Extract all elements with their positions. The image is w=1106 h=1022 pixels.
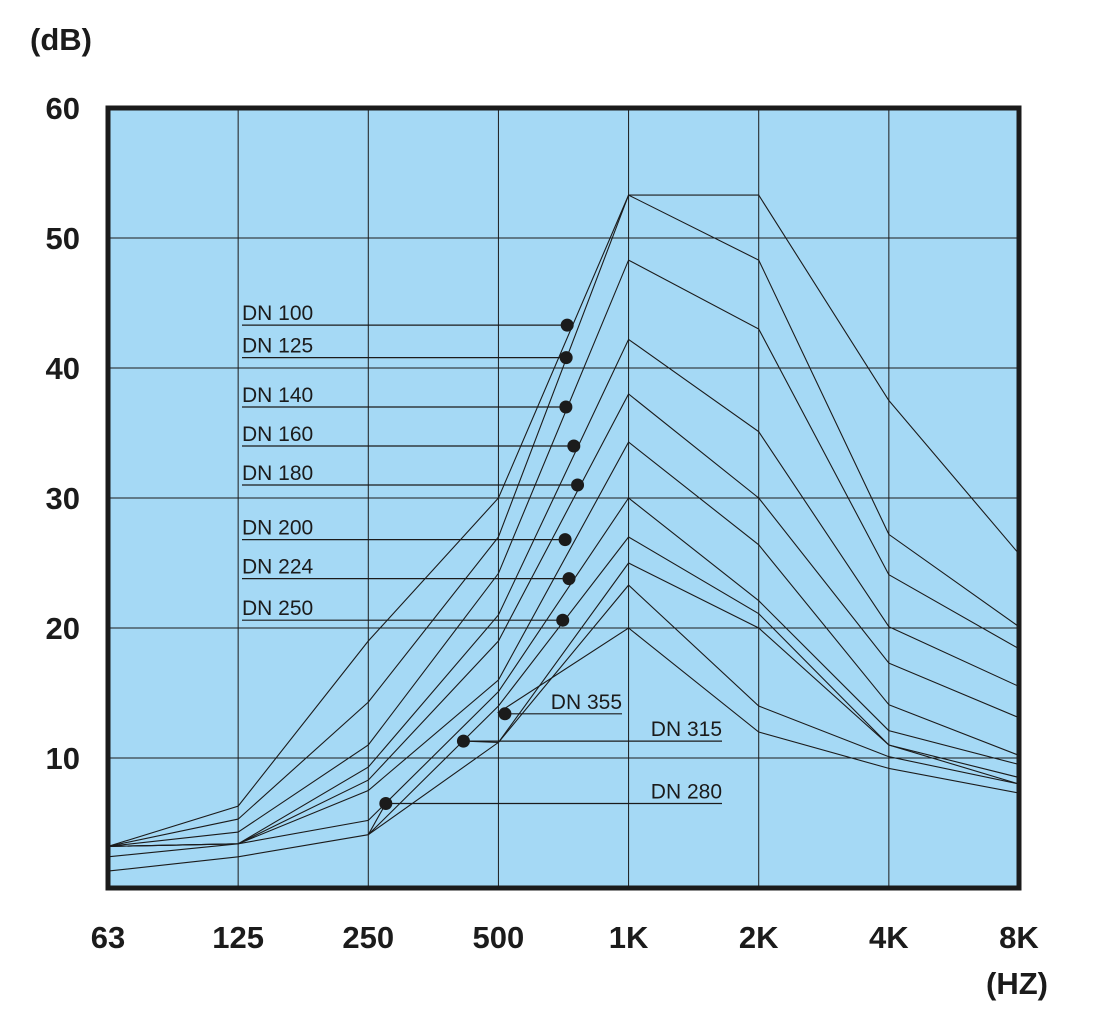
x-tick-label: 8K [999,920,1039,955]
series-labels: DN 100 DN 125 DN 140 DN 160 DN 180 DN 200 DN 2… [242,302,722,803]
series-line [107,497,1020,858]
series-marker [567,439,581,453]
y-tick-label: 40 [46,351,80,386]
series-line [107,393,1020,847]
series-line [107,194,1020,847]
x-tick-label: 500 [473,920,525,955]
y-tick-labels: 60 50 40 30 20 10 [46,91,80,776]
series-marker [556,613,570,627]
x-tick-label: 250 [342,920,394,955]
series-markers [379,318,585,810]
x-tick-labels: 63 125 250 500 1K 2K 4K 8K [91,920,1040,955]
series-label: DN 100 [242,302,313,325]
y-tick-label: 50 [46,221,80,256]
y-tick-label: 30 [46,481,80,516]
series-marker [562,572,576,586]
y-tick-label: 60 [46,91,80,126]
x-tick-label: 4K [869,920,909,955]
series-label: DN 315 [651,718,722,741]
series-marker [379,797,393,810]
series-marker [560,318,574,332]
series-label: DN 160 [242,423,313,446]
plot-frame [105,105,1022,891]
series-leaders [242,324,722,805]
series-marker [498,707,512,721]
y-unit-label: (dB) [30,22,92,57]
series-label: DN 280 [651,781,722,804]
series-line [107,194,1020,847]
series-line [107,259,1020,847]
series-label: DN 355 [551,691,622,714]
series-marker [559,351,573,365]
x-tick-label: 1K [609,920,649,955]
series-line [463,584,1020,785]
series-label: DN 180 [242,462,313,485]
series-line [107,441,1020,847]
series-line [107,338,1020,847]
series-label: DN 140 [242,384,313,407]
series-marker [559,400,573,414]
x-tick-label: 125 [212,920,264,955]
series-label: DN 200 [242,517,313,540]
series-label: DN 125 [242,335,313,358]
y-tick-label: 10 [46,741,80,776]
x-tick-label: 63 [91,920,125,955]
series-marker [571,478,585,492]
series-marker [558,533,572,547]
x-unit-label: (HZ) [986,966,1048,1001]
series-marker [456,734,470,748]
y-tick-label: 20 [46,611,80,646]
series-label: DN 224 [242,556,314,579]
series-label: DN 250 [242,597,313,620]
x-tick-label: 2K [739,920,779,955]
